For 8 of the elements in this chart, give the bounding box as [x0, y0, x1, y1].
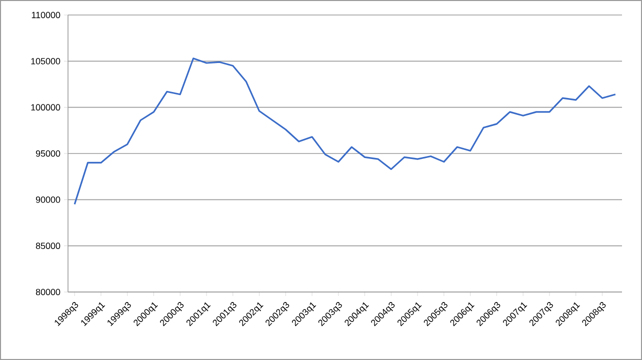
line-series: [74, 58, 616, 206]
y-tick-label: 80000: [36, 288, 60, 296]
y-tick-label: 105000: [31, 58, 60, 64]
y-tick-label: 100000: [31, 104, 60, 111]
y-tick-label: 110000: [32, 12, 60, 18]
y-tick-label: 90000: [36, 196, 60, 203]
y-tick-label: 95000: [36, 150, 60, 157]
y-tick-label: 85000: [36, 242, 60, 250]
